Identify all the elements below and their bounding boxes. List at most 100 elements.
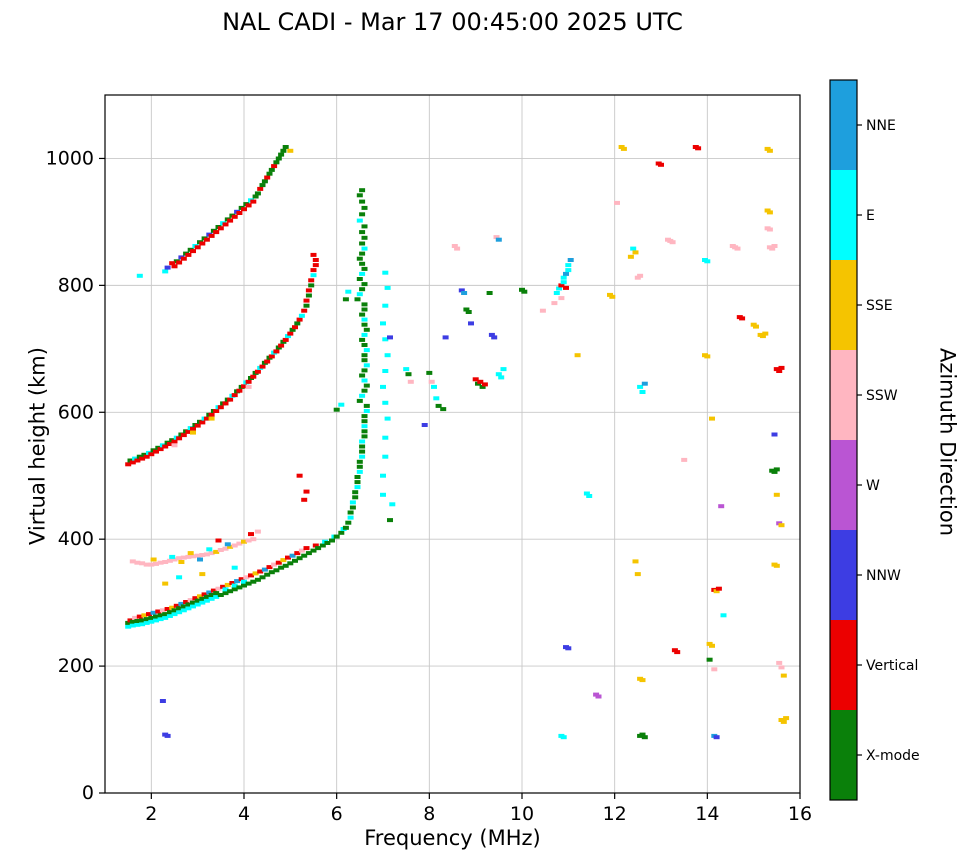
echo-point [285, 555, 291, 560]
echo-point [305, 551, 312, 556]
colorbar-segment-e [830, 170, 857, 261]
echo-point [565, 268, 572, 273]
echo-point [134, 560, 141, 565]
echo-point [451, 244, 458, 248]
echo-point [433, 396, 440, 401]
echo-point [217, 405, 224, 410]
echo-point [356, 277, 363, 281]
echo-point [194, 598, 201, 603]
colorbar-segment-x-mode [830, 710, 857, 801]
echo-point [278, 343, 285, 348]
echo-point [220, 584, 227, 589]
echo-point [227, 218, 234, 223]
colorbar-label-sse: SSE [866, 298, 893, 314]
colorbar-label-ssw: SSW [866, 388, 898, 404]
echo-point [595, 694, 602, 699]
echo-point [136, 614, 143, 619]
echo-point [164, 733, 171, 738]
echo-point [359, 393, 366, 398]
echo-point [164, 607, 171, 611]
echo-point [773, 492, 780, 497]
echo-point [468, 321, 474, 326]
echo-point [435, 403, 442, 408]
y-tick-label: 1000 [46, 147, 94, 169]
echo-point [141, 613, 148, 618]
echo-point [620, 146, 627, 151]
echo-point [403, 367, 410, 372]
echo-point [359, 188, 366, 193]
echo-point [380, 473, 386, 478]
echo-point [488, 332, 495, 337]
echo-point [658, 162, 664, 167]
echo-point [310, 273, 317, 278]
echo-point [431, 384, 437, 389]
echo-point [289, 553, 296, 558]
y-tick-label: 800 [58, 274, 94, 296]
echo-point [565, 646, 572, 651]
echo-point [361, 282, 368, 287]
echo-point [139, 618, 146, 623]
echo-point [264, 572, 271, 577]
echo-point [254, 369, 261, 374]
echo-point [363, 363, 370, 368]
echo-point [197, 557, 203, 562]
echo-point [199, 553, 206, 557]
echo-point [472, 377, 479, 382]
echo-point [563, 285, 569, 290]
echo-point [354, 480, 361, 485]
echo-point [356, 469, 363, 474]
echo-point [231, 543, 238, 548]
echo-point [776, 369, 783, 373]
echo-point [190, 600, 196, 605]
echo-point [148, 452, 155, 457]
echo-point [176, 606, 183, 611]
echo-point [241, 539, 247, 544]
echo-point [241, 583, 247, 588]
echo-point [287, 331, 294, 336]
echo-point [185, 554, 192, 559]
echo-point [352, 490, 359, 495]
echo-point [287, 148, 294, 153]
echo-point [574, 353, 581, 358]
echo-point [778, 523, 785, 528]
echo-point [190, 604, 196, 609]
echo-point [280, 148, 287, 153]
echo-point [319, 543, 326, 548]
echo-point [495, 372, 502, 377]
echo-point [773, 467, 780, 472]
echo-point [493, 235, 500, 240]
echo-point [713, 589, 720, 594]
echo-point [715, 586, 722, 591]
echo-point [213, 591, 220, 596]
echo-point [361, 353, 368, 358]
echo-point [213, 230, 220, 235]
echo-point [245, 581, 252, 586]
echo-point [361, 322, 368, 327]
echo-point [208, 412, 215, 417]
echo-point [762, 331, 769, 336]
echo-point [192, 596, 199, 601]
echo-point [139, 561, 146, 566]
echo-point [217, 593, 224, 597]
echo-point [222, 546, 229, 551]
echo-point [333, 407, 340, 412]
echo-point [706, 657, 713, 662]
echo-point [405, 372, 412, 377]
echo-point [352, 495, 359, 500]
echo-point [162, 269, 169, 274]
echo-point [766, 227, 773, 232]
echo-point [162, 444, 169, 449]
echo-point [129, 559, 136, 564]
echo-point [384, 353, 391, 358]
echo-point [783, 716, 790, 721]
echo-point [164, 265, 171, 270]
echo-point [356, 256, 363, 261]
echo-point [245, 379, 252, 384]
echo-point [148, 562, 155, 567]
echo-point [296, 473, 303, 478]
echo-point [199, 596, 206, 601]
echo-point [359, 251, 366, 256]
echo-point [718, 504, 725, 509]
echo-point [275, 156, 282, 161]
echo-point [711, 667, 718, 672]
